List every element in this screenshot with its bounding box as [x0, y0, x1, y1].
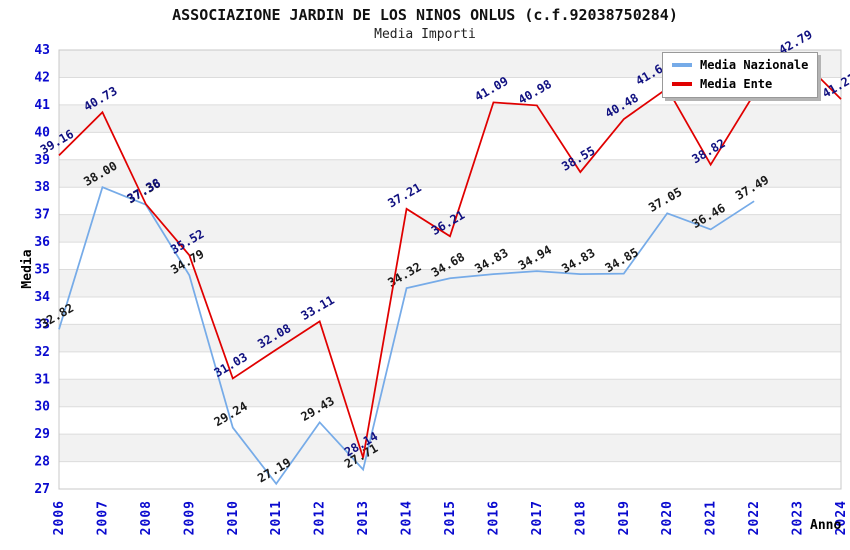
y-tick-label: 42 [34, 70, 50, 85]
x-tick-label: 2012 [313, 500, 328, 535]
y-tick-label: 31 [34, 372, 50, 387]
x-tick-label: 2023 [791, 500, 806, 535]
legend-item-media-nazionale: Media Nazionale [672, 58, 808, 72]
y-tick-label: 43 [34, 43, 50, 58]
x-tick-label: 2021 [704, 500, 719, 535]
grid-band [59, 324, 841, 352]
legend-line-swatch-ente-icon [672, 82, 692, 86]
plot-border [58, 49, 842, 490]
grid-band [59, 379, 841, 407]
x-tick-label: 2022 [747, 500, 762, 535]
y-tick-label: 33 [34, 317, 50, 332]
x-tick-label: 2014 [400, 500, 415, 535]
y-tick-label: 40 [34, 125, 50, 140]
x-tick-label: 2020 [660, 500, 675, 535]
y-tick-label: 36 [34, 235, 50, 250]
x-tick-label: 2011 [269, 500, 284, 535]
grid-band [59, 434, 841, 462]
x-tick-label: 2016 [486, 500, 501, 535]
x-tick-label: 2006 [52, 500, 67, 535]
chart-subtitle: Media Importi [374, 27, 476, 42]
y-tick-label: 39 [34, 153, 50, 168]
y-tick-label: 27 [34, 482, 50, 497]
y-tick-label: 30 [34, 400, 50, 415]
x-tick-label: 2015 [443, 500, 458, 535]
y-axis-title: Media [20, 249, 35, 288]
legend-label-media-nazionale: Media Nazionale [700, 58, 809, 72]
series-line-media-nazionale [58, 186, 755, 486]
x-tick-label: 2019 [617, 500, 632, 535]
y-tick-label: 32 [34, 345, 50, 360]
x-tick-label: 2013 [356, 500, 371, 535]
x-tick-label: 2024 [834, 500, 849, 535]
x-tick-label: 2007 [95, 500, 110, 535]
y-tick-label: 29 [34, 427, 50, 442]
legend-line-swatch-nazionale-icon [672, 63, 692, 67]
y-tick-label: 35 [34, 263, 50, 278]
grid-band [59, 159, 841, 188]
series-line-media-ente [58, 54, 842, 458]
x-tick-label: 2018 [573, 500, 588, 535]
y-tick-label: 34 [34, 290, 50, 305]
x-tick-label: 2009 [182, 500, 197, 535]
x-tick-label: 2017 [530, 500, 545, 535]
x-axis-title: Anno [810, 518, 841, 533]
legend: Media Nazionale Media Ente [662, 52, 819, 98]
legend-label-media-ente: Media Ente [700, 77, 773, 91]
chart-title: ASSOCIAZIONE JARDIN DE LOS NINOS ONLUS (… [172, 6, 678, 24]
grid-band [59, 104, 841, 133]
grid-band [59, 214, 841, 243]
x-tick-label: 2010 [226, 500, 241, 535]
y-tick-label: 38 [34, 180, 50, 195]
y-tick-label: 28 [34, 455, 50, 470]
y-tick-label: 37 [34, 208, 50, 223]
y-tick-label: 41 [34, 98, 50, 113]
x-tick-label: 2008 [139, 500, 154, 535]
legend-item-media-ente: Media Ente [672, 77, 808, 91]
